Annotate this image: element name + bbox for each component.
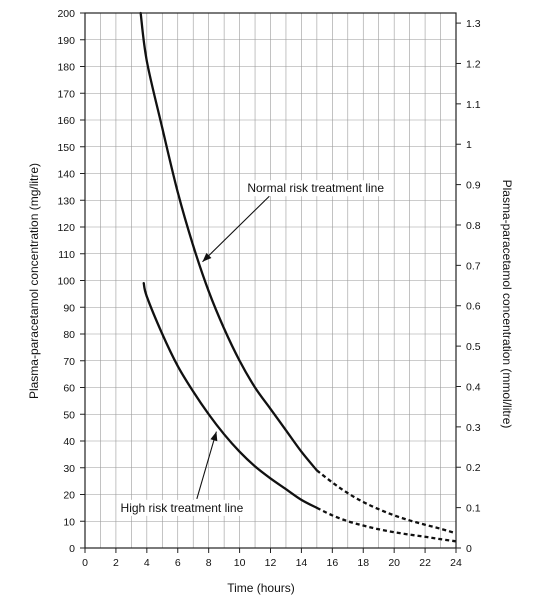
y-left-tick-label: 70 [63,356,75,368]
y-left-tick-label: 120 [57,222,75,234]
plot-frame [84,12,457,549]
annotation-label-background [245,180,387,197]
y-left-tick-label: 170 [57,88,75,100]
series-line-2-dashed [316,506,457,543]
annotations: Normal risk treatment line High risk trea… [118,180,387,516]
y-left-tick-label: 50 [63,409,75,421]
y-axis-label-right: Plasma-paracetamol concentration (mmol/l… [500,180,514,429]
y-right-tick-label: 0.6 [466,301,481,313]
y-right-tick-label: 0.3 [466,422,481,434]
y-left-tick-label: 150 [57,142,75,154]
series-lines [139,11,457,543]
x-tick-label: 22 [419,557,431,569]
x-tick-label: 4 [144,557,150,569]
y-right-tick-label: 0.7 [466,260,481,272]
annotation-label-2: High risk treatment line [121,501,244,515]
y-left-tick-labels: 0 10 20 30 40 50 60 70 80 90 100 110 120 130 140 150 160… [57,8,75,555]
y-left-tick-label: 100 [57,276,75,288]
y-left-tick-label: 110 [58,249,75,261]
y-left-tick-label: 60 [63,383,75,395]
x-tick-label: 2 [113,557,119,569]
x-axis-label: Time (hours) [227,581,295,595]
y-left-tick-label: 20 [63,490,75,502]
annotation-arrow-line-1 [202,195,270,263]
y-axis-label-left: Plasma-paracetamol concentration (mg/lit… [27,163,41,399]
x-tick-label: 6 [175,557,181,569]
y-right-tick-label: 1 [466,139,472,151]
y-left-tick-label: 130 [57,195,75,207]
y-right-tick-label: 0.2 [466,462,481,474]
x-tick-label: 14 [296,557,308,569]
x-tick-label: 12 [265,557,277,569]
y-left-tick-label: 0 [69,543,75,555]
series-line-2-solid [142,282,319,510]
y-left-tick-label: 140 [57,169,75,181]
y-left-tick-label: 90 [63,302,75,314]
grid-lines [85,13,456,548]
y-left-tick-label: 190 [57,35,75,47]
x-tick-label: 16 [326,557,338,569]
x-tick-label: 20 [388,557,400,569]
series-line-1-solid [139,11,319,472]
y-left-tick-label: 180 [57,62,75,74]
y-left-tick-label: 30 [63,463,75,475]
y-left-tick-label: 40 [63,436,75,448]
series-line-1-dashed [316,469,457,535]
x-tick-label: 0 [82,557,88,569]
x-tick-label: 24 [450,557,462,569]
annotation-arrow-line-2 [196,431,217,500]
y-right-tick-label: 1.1 [466,99,481,111]
y-right-tick-label: 0.1 [466,503,481,515]
annotation-label-1: Normal risk treatment line [247,181,384,195]
x-tick-labels: 0 2 4 6 8 10 12 14 16 18 20 22 24 [82,557,462,569]
y-right-tick-label: 0.8 [466,220,481,232]
x-tick-label: 10 [234,557,246,569]
tick-marks [80,12,461,553]
y-left-tick-label: 200 [57,8,75,20]
y-left-tick-label: 160 [57,115,75,127]
annotation-arrowhead-1 [202,252,212,262]
y-right-tick-label: 1.3 [466,18,481,30]
y-right-tick-label: 1.2 [466,58,481,70]
y-right-tick-label: 0.9 [466,180,481,192]
annotation-arrowhead-2 [210,431,218,442]
y-left-tick-label: 80 [63,329,75,341]
y-left-tick-label: 10 [63,516,75,528]
x-tick-label: 8 [206,557,212,569]
y-right-tick-label: 0 [466,543,472,555]
y-right-tick-label: 0.5 [466,341,481,353]
y-right-tick-label: 0.4 [466,381,481,393]
y-right-tick-labels: 0 0.1 0.2 0.3 0.4 0.5 0.6 0.7 0.8 0.9 1 1.1 1.2 1.3 [466,18,481,555]
annotation-label-background [118,499,246,516]
x-tick-label: 18 [357,557,369,569]
